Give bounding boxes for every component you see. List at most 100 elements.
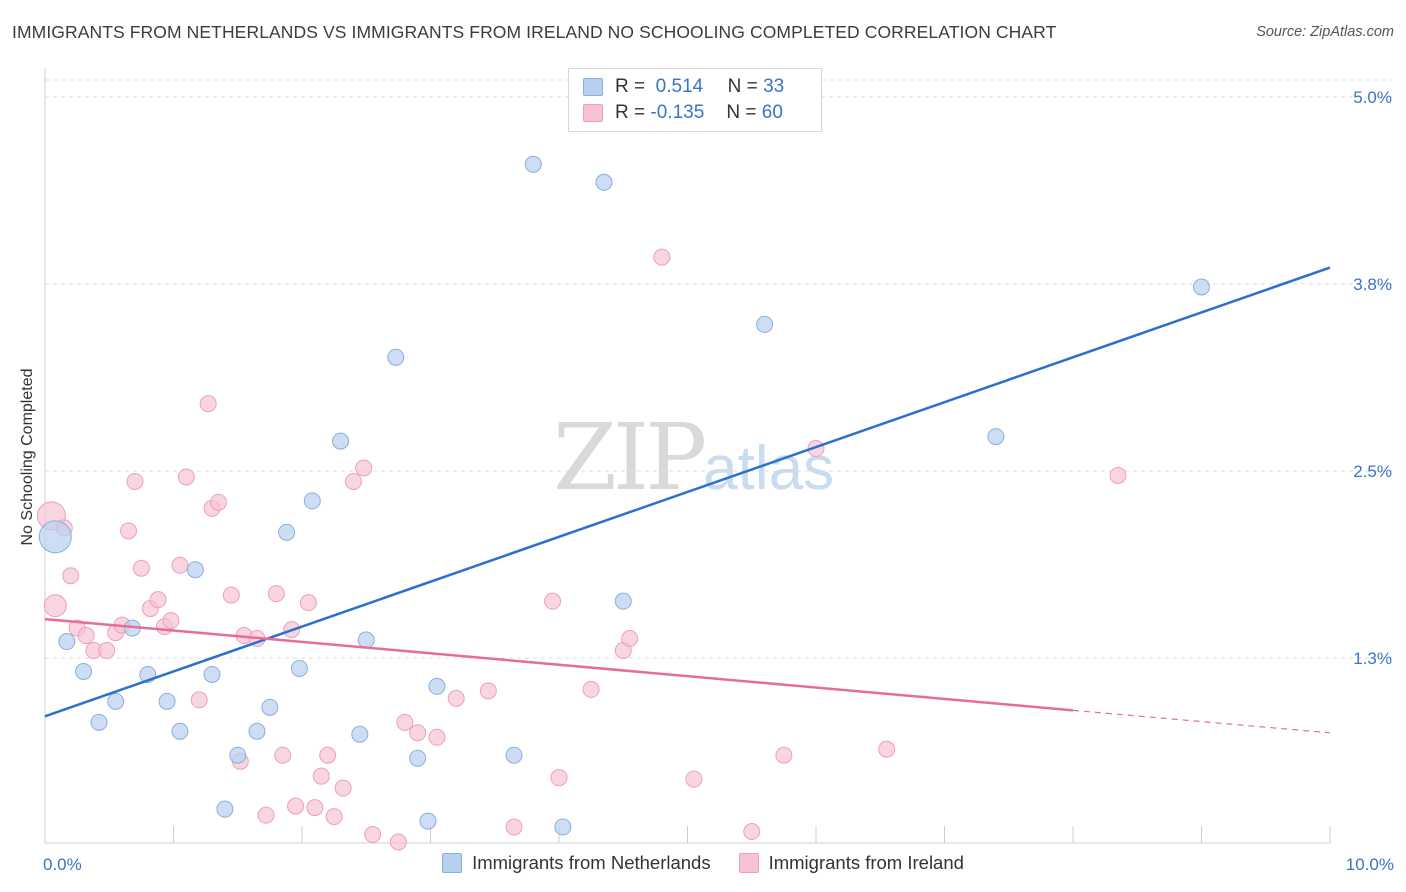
ireland-point: [43, 594, 67, 618]
netherlands-point: [332, 432, 350, 450]
ireland-point: [62, 567, 80, 585]
ireland-point: [743, 823, 761, 841]
axes: [44, 68, 1331, 844]
ireland-point: [312, 767, 330, 785]
chart-title: IMMIGRANTS FROM NETHERLANDS VS IMMIGRANT…: [12, 22, 1057, 42]
ireland-point: [267, 585, 285, 603]
y-tick-label: 2.5%: [1353, 462, 1392, 481]
ireland-point: [409, 724, 427, 742]
legend-n-label: N =: [726, 102, 757, 123]
netherlands-point: [203, 665, 221, 683]
netherlands-point: [614, 592, 632, 610]
netherlands-point: [524, 155, 542, 173]
ireland-point: [274, 746, 292, 764]
ireland-point: [162, 612, 180, 630]
series-legend-netherlands[interactable]: Immigrants from Netherlands: [442, 852, 711, 874]
netherlands-point: [756, 315, 774, 333]
ireland-point: [325, 808, 343, 826]
ireland-point: [319, 746, 337, 764]
ireland-point: [98, 642, 116, 660]
ireland-point: [199, 395, 217, 413]
ireland-point: [306, 799, 324, 817]
legend-r-label: R =: [615, 102, 646, 123]
ireland-point: [364, 826, 382, 844]
tick-labels: 5.0% 3.8% 2.5% 1.3% 0.0% 10.0%: [43, 88, 1394, 874]
ireland-point: [544, 592, 562, 610]
ireland-point: [479, 682, 497, 700]
y-tick-label: 3.8%: [1353, 275, 1392, 294]
netherlands-point: [58, 633, 76, 651]
correlation-legend: R = 0.514 N = 33 R = -0.135 N = 60: [568, 68, 822, 132]
legend-n-value: 60: [761, 102, 783, 123]
ireland-point: [505, 818, 523, 836]
legend-n-label: N =: [727, 76, 758, 97]
netherlands-point: [290, 659, 308, 677]
netherlands-point: [38, 520, 72, 554]
source-label: Source: ZipAtlas.com: [1256, 24, 1394, 40]
legend-r-value: 0.514: [655, 76, 704, 97]
netherlands-point: [351, 725, 369, 743]
ireland-point: [621, 630, 639, 648]
series-swatch-pink: [738, 853, 759, 873]
netherlands-point: [90, 713, 108, 731]
gridlines: [45, 79, 1392, 659]
ireland-point: [396, 713, 414, 731]
netherlands-trend-line: [44, 266, 1331, 718]
netherlands-point: [387, 348, 405, 366]
y-tick-label: 5.0%: [1353, 88, 1392, 107]
ireland-trend-extension: [1072, 709, 1331, 734]
ireland-point: [77, 627, 95, 645]
netherlands-point: [419, 812, 437, 830]
ireland-point: [190, 691, 208, 709]
y-tick-label: 1.3%: [1353, 649, 1392, 668]
netherlands-point: [248, 722, 266, 740]
ireland-point: [685, 770, 703, 788]
ireland-point: [222, 586, 240, 604]
series-legend-label: Immigrants from Netherlands: [472, 852, 711, 873]
netherlands-point: [595, 173, 613, 191]
ireland-point: [344, 472, 362, 490]
netherlands-point: [505, 746, 523, 764]
ireland-point: [149, 591, 167, 609]
ireland-point: [1109, 466, 1127, 484]
ireland-point: [171, 556, 189, 574]
netherlands-point: [216, 800, 234, 818]
legend-r-value: -0.135: [650, 102, 705, 123]
netherlands-point: [987, 428, 1005, 446]
ireland-point: [653, 248, 671, 266]
x-tick-label: 10.0%: [1346, 855, 1394, 874]
ireland-point: [428, 728, 446, 746]
ireland-point: [550, 769, 568, 787]
ireland-point: [355, 459, 373, 477]
netherlands-point: [303, 492, 321, 510]
legend-swatch-pink: [583, 104, 603, 122]
ireland-point: [132, 559, 150, 577]
series-legend-ireland[interactable]: Immigrants from Ireland: [738, 852, 964, 874]
series-legend: Immigrants from Netherlands Immigrants f…: [0, 852, 1406, 874]
ireland-trend-line: [44, 617, 1074, 712]
ireland-point: [447, 689, 465, 707]
ireland-points: [36, 248, 1127, 851]
netherlands-point: [158, 692, 176, 710]
netherlands-point: [261, 698, 279, 716]
ireland-point: [120, 522, 138, 540]
netherlands-point: [278, 523, 296, 541]
netherlands-point: [171, 722, 189, 740]
ireland-point: [257, 806, 275, 824]
series-swatch-blue: [442, 853, 463, 873]
ireland-point: [299, 594, 317, 612]
netherlands-point: [554, 818, 572, 836]
trend-lines: [44, 266, 1331, 734]
netherlands-point: [357, 631, 375, 649]
ireland-point: [389, 833, 407, 851]
netherlands-points: [38, 155, 1210, 836]
ireland-point: [287, 797, 305, 815]
legend-row-ireland: R = -0.135 N = 60: [583, 101, 783, 125]
ireland-point: [177, 468, 195, 486]
netherlands-point: [75, 662, 93, 680]
ireland-point: [775, 746, 793, 764]
netherlands-point: [1193, 278, 1210, 296]
ireland-point: [878, 740, 896, 758]
netherlands-point: [428, 677, 446, 695]
